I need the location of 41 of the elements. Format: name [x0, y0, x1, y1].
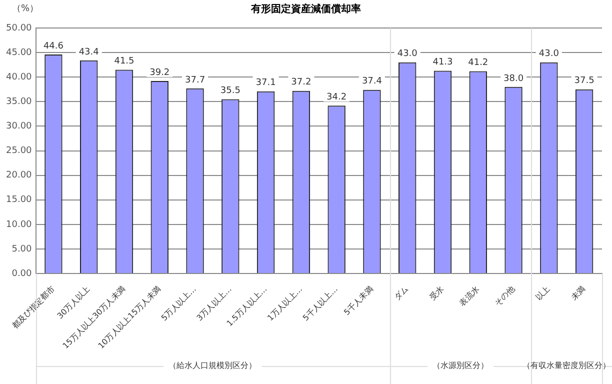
data-label: 41.5 — [114, 56, 134, 67]
text: （給水人口規模別区分） — [168, 361, 257, 370]
chart-title: 有形固定資産減価償却率 — [251, 4, 361, 15]
x-tick-label: 表流水 — [458, 284, 482, 308]
text: （有収水量密度別区分） — [522, 361, 611, 370]
data-label: 37.2 — [291, 78, 312, 88]
y-tick-label: 50.00 — [6, 23, 32, 34]
data-label: 43.0 — [538, 49, 560, 60]
data-label: 38.0 — [504, 74, 524, 84]
data-label: 41.2 — [468, 58, 488, 68]
data-label: 39.2 — [150, 68, 170, 78]
x-tick-label: 以上 — [534, 284, 552, 302]
x-tick-label: ダム — [392, 284, 410, 302]
x-tick-label: 5千人未満 — [342, 284, 375, 318]
x-tick-label: 未満 — [570, 284, 588, 302]
data-label: 37.1 — [256, 78, 276, 88]
y-tick-label: 10.00 — [6, 220, 32, 230]
data-label: 43.0 — [397, 49, 418, 60]
data-label: 34.2 — [326, 92, 347, 102]
data-label: 41.3 — [432, 58, 453, 68]
data-label: 37.7 — [184, 75, 206, 86]
y-tick-label: 15.00 — [6, 195, 32, 206]
x-tick-label: その他 — [493, 284, 516, 308]
data-label: 43.4 — [78, 47, 100, 58]
data-label: 35.5 — [220, 86, 240, 96]
y-tick-label: 0.00 — [12, 268, 32, 279]
y-tick-label: 30.00 — [6, 122, 32, 132]
y-tick-label: 5.00 — [12, 244, 32, 254]
data-label: 37.5 — [574, 76, 594, 86]
data-label: 44.6 — [43, 41, 64, 52]
x-tick-label: 5万人以上… — [160, 284, 198, 323]
y-tick-label: 45.00 — [6, 48, 32, 58]
y-tick-label: 20.00 — [6, 170, 32, 181]
x-tick-label: 受水 — [428, 284, 446, 302]
text: （水源別区分） — [432, 361, 488, 370]
y-tick-label: 35.00 — [6, 97, 32, 108]
y-axis-title: （%） — [12, 3, 39, 15]
x-tick-label: 5千人以上… — [301, 284, 340, 323]
data-label: 37.4 — [362, 76, 382, 87]
y-tick-label: 25.00 — [6, 146, 32, 156]
y-tick-label: 40.00 — [6, 72, 32, 82]
